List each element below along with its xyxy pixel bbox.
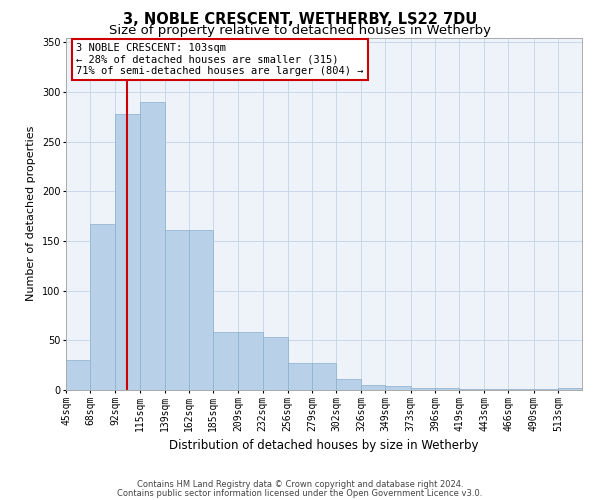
Bar [361,385,385,390]
Bar [288,363,312,390]
Bar [385,386,411,390]
Bar [213,332,238,390]
Bar [165,230,189,390]
Bar [312,363,336,390]
Text: 3 NOBLE CRESCENT: 103sqm
← 28% of detached houses are smaller (315)
71% of semi-: 3 NOBLE CRESCENT: 103sqm ← 28% of detach… [76,43,364,76]
Bar [263,338,288,390]
Text: Contains HM Land Registry data © Crown copyright and database right 2024.: Contains HM Land Registry data © Crown c… [137,480,463,489]
Text: Size of property relative to detached houses in Wetherby: Size of property relative to detached ho… [109,24,491,37]
Bar [484,389,508,390]
Bar [508,389,533,390]
Y-axis label: Number of detached properties: Number of detached properties [26,126,36,302]
Bar [115,114,140,390]
Bar [238,332,263,390]
Bar [558,388,582,390]
Bar [140,102,165,390]
Bar [336,379,361,390]
Bar [435,388,459,390]
X-axis label: Distribution of detached houses by size in Wetherby: Distribution of detached houses by size … [169,439,479,452]
Text: Contains public sector information licensed under the Open Government Licence v3: Contains public sector information licen… [118,488,482,498]
Bar [411,388,435,390]
Bar [533,389,558,390]
Bar [189,230,213,390]
Text: 3, NOBLE CRESCENT, WETHERBY, LS22 7DU: 3, NOBLE CRESCENT, WETHERBY, LS22 7DU [123,12,477,28]
Bar [66,360,90,390]
Bar [459,389,484,390]
Bar [90,224,115,390]
